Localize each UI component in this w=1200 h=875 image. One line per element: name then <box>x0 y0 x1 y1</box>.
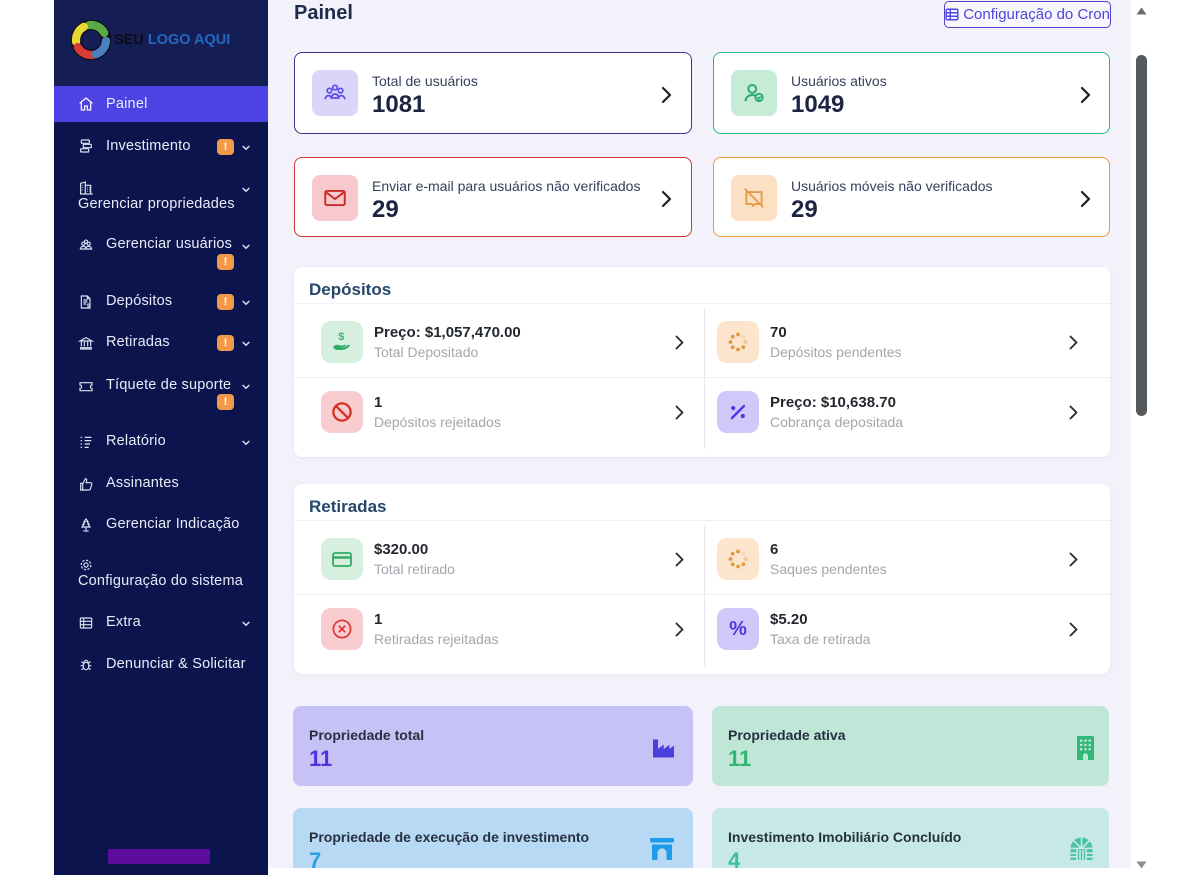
svg-text:$: $ <box>87 304 91 310</box>
svg-text:$: $ <box>338 331 344 343</box>
